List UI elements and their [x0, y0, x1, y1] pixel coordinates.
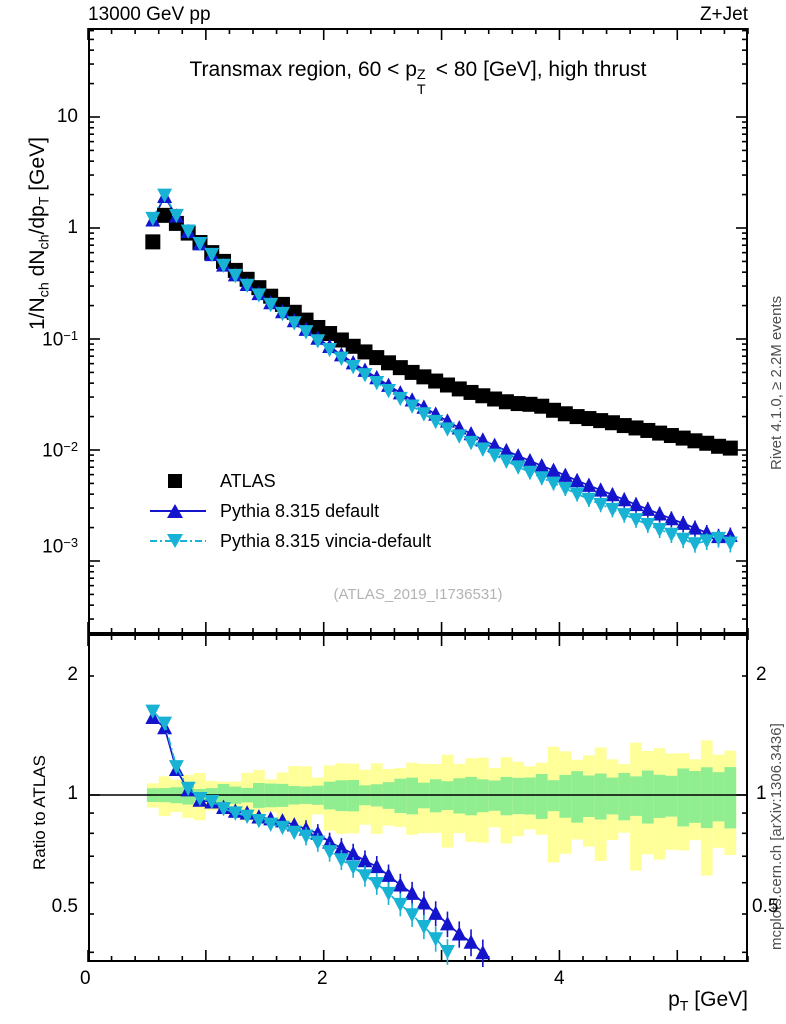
legend-entry-pythia-vincia: Pythia 8.315 vincia-default	[148, 526, 431, 556]
plot-title: Transmax region, 60 < p Z T < 80 [GeV], …	[118, 58, 718, 98]
main-series-markers-2	[145, 188, 738, 553]
ratio-ytick-2-left: 2	[67, 664, 78, 685]
main-ytick-1: 1	[67, 217, 78, 238]
main-ytick-1e-3: 10−3	[42, 535, 78, 558]
ratio-ytick-1-left: 1	[67, 783, 78, 804]
ratio-ytick-2-right: 2	[756, 664, 767, 685]
process-label: Z+Jet	[699, 4, 748, 25]
main-ytick-1e-2: 10−2	[42, 439, 78, 462]
ratio-series-markers-1	[145, 704, 455, 965]
legend-label-atlas: ATLAS	[220, 470, 276, 491]
y-axis-ticks	[88, 29, 748, 620]
x-axis-ticks	[87, 28, 749, 962]
analysis-watermark: (ATLAS_2019_I1736531)	[333, 586, 503, 603]
legend-entry-pythia-default: Pythia 8.315 default	[148, 496, 431, 526]
legend-marker-triangle-down	[148, 530, 210, 552]
plot-title-sup: Z	[416, 67, 426, 84]
main-plot-panel	[88, 28, 748, 634]
x-axis-label: pT [GeV]	[668, 988, 748, 1015]
ratio-ytick-1-right: 1	[756, 783, 767, 804]
plot-title-pre: Transmax region, 60 < p	[189, 58, 417, 81]
xtick-4: 4	[554, 968, 565, 989]
plot-title-post: < 80 [GeV], high thrust	[429, 58, 647, 81]
legend-label-pythia-default: Pythia 8.315 default	[220, 500, 380, 521]
legend-marker-square	[148, 470, 210, 492]
beam-energy-label: 13000 GeV pp	[88, 4, 211, 25]
xtick-2: 2	[317, 968, 328, 989]
main-ytick-1e-1: 10−1	[42, 328, 78, 351]
legend: ATLAS Pythia 8.315 default Pythia 8.315 …	[148, 466, 431, 556]
plot-title-sub: T	[416, 82, 426, 99]
legend-label-pythia-vincia: Pythia 8.315 vincia-default	[220, 530, 432, 551]
xtick-0: 0	[80, 968, 91, 989]
legend-entry-atlas: ATLAS	[148, 466, 431, 496]
main-series-line-1	[152, 194, 731, 538]
main-series-markers-1	[145, 188, 738, 546]
ratio-series-line-1	[152, 710, 449, 953]
ratio-ytick-05-right: 0.5	[752, 896, 779, 917]
main-ytick-10: 10	[56, 106, 78, 127]
ratio-ytick-05-left: 0.5	[51, 896, 78, 917]
main-series-line-2	[152, 193, 731, 545]
legend-marker-triangle-up	[148, 500, 210, 522]
